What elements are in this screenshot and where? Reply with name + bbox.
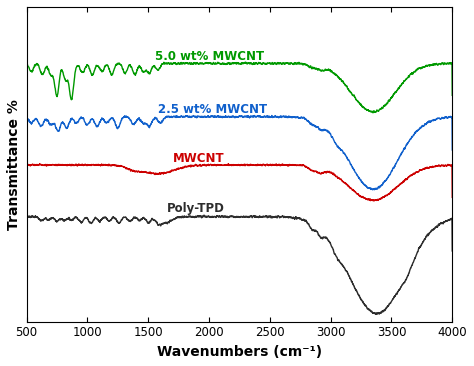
Text: 2.5 wt% MWCNT: 2.5 wt% MWCNT (158, 104, 267, 116)
X-axis label: Wavenumbers (cm⁻¹): Wavenumbers (cm⁻¹) (157, 345, 322, 359)
Y-axis label: Transmittance %: Transmittance % (7, 99, 21, 230)
Text: Poly-TPD: Poly-TPD (166, 202, 224, 215)
Text: 5.0 wt% MWCNT: 5.0 wt% MWCNT (155, 50, 264, 63)
Text: MWCNT: MWCNT (173, 152, 224, 165)
